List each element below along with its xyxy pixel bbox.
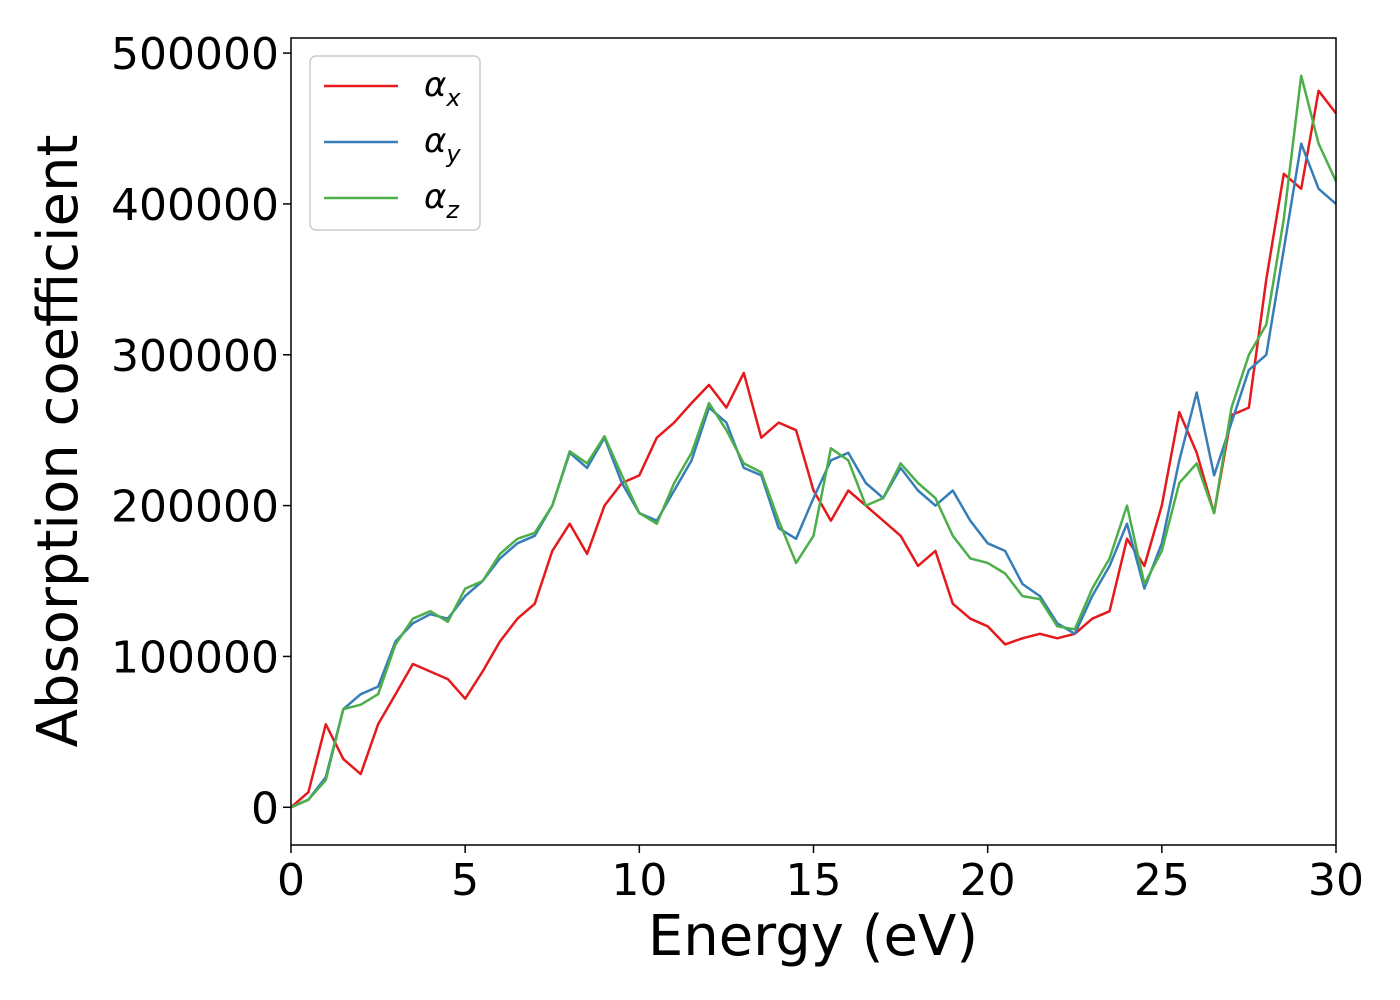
y-tick-label: 200000 — [111, 482, 279, 533]
x-axis-ticks: 0 5 10 15 20 25 30 — [277, 845, 1364, 906]
series-line-z — [290, 74, 1338, 809]
series-line-x — [290, 89, 1337, 809]
x-tick-label: 15 — [786, 855, 842, 906]
x-axis-title: Energy (eV) — [648, 904, 978, 969]
y-axis-title: Absorption coefficient — [26, 135, 91, 748]
x-tick-label: 30 — [1308, 855, 1364, 906]
y-tick-label: 100000 — [111, 632, 279, 683]
y-tick-label: 0 — [251, 783, 279, 834]
legend-label-y: αy — [424, 121, 461, 168]
x-tick-label: 20 — [960, 855, 1016, 906]
series-line-y — [290, 142, 1337, 809]
plot-series — [290, 74, 1338, 809]
legend: αx αy αz — [309, 55, 481, 231]
x-tick-label: 0 — [277, 855, 305, 906]
x-tick-label: 25 — [1134, 855, 1190, 906]
y-tick-label: 500000 — [111, 29, 279, 80]
legend-label-x: αx — [424, 65, 461, 112]
y-tick-label: 400000 — [111, 180, 279, 231]
legend-label-z: αz — [424, 177, 460, 224]
y-axis-ticks: 0 100000 200000 300000 400000 500000 — [111, 29, 291, 834]
x-tick-label: 5 — [451, 855, 479, 906]
x-tick-label: 10 — [611, 855, 667, 906]
y-tick-label: 300000 — [111, 331, 279, 382]
